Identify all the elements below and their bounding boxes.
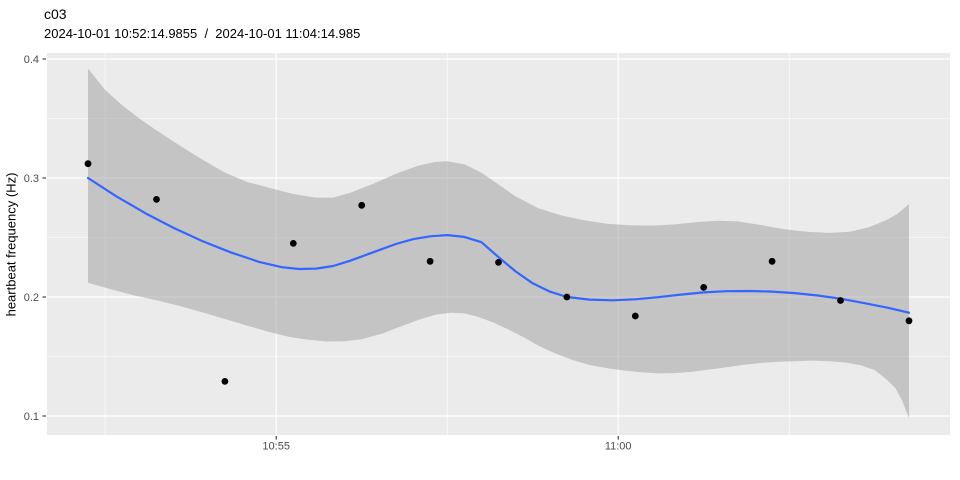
data-point <box>905 317 913 325</box>
data-point <box>426 257 434 265</box>
data-point <box>84 160 92 168</box>
y-tick-label: 0.4 <box>24 54 39 66</box>
chart-subtitle: 2024-10-01 10:52:14.9855 / 2024-10-01 11… <box>44 26 361 41</box>
panel-background <box>47 53 950 435</box>
data-point <box>631 312 639 320</box>
x-tick-label: 11:00 <box>605 441 632 453</box>
x-tick-label: 10:55 <box>262 441 290 453</box>
data-point <box>289 240 297 247</box>
y-tick-label: 0.1 <box>24 411 39 423</box>
data-point <box>563 293 571 301</box>
y-tick-label: 0.3 <box>24 173 39 185</box>
y-tick-label: 0.2 <box>24 292 39 304</box>
data-point <box>153 196 160 203</box>
data-point <box>700 284 708 291</box>
smooth-line <box>86 176 911 314</box>
data-point <box>221 378 229 385</box>
data-point <box>768 257 776 265</box>
data-point <box>837 297 844 304</box>
data-point <box>358 201 366 209</box>
data-point <box>495 259 502 266</box>
confidence-ribbon <box>88 68 909 419</box>
chart-title: c03 <box>44 6 67 22</box>
